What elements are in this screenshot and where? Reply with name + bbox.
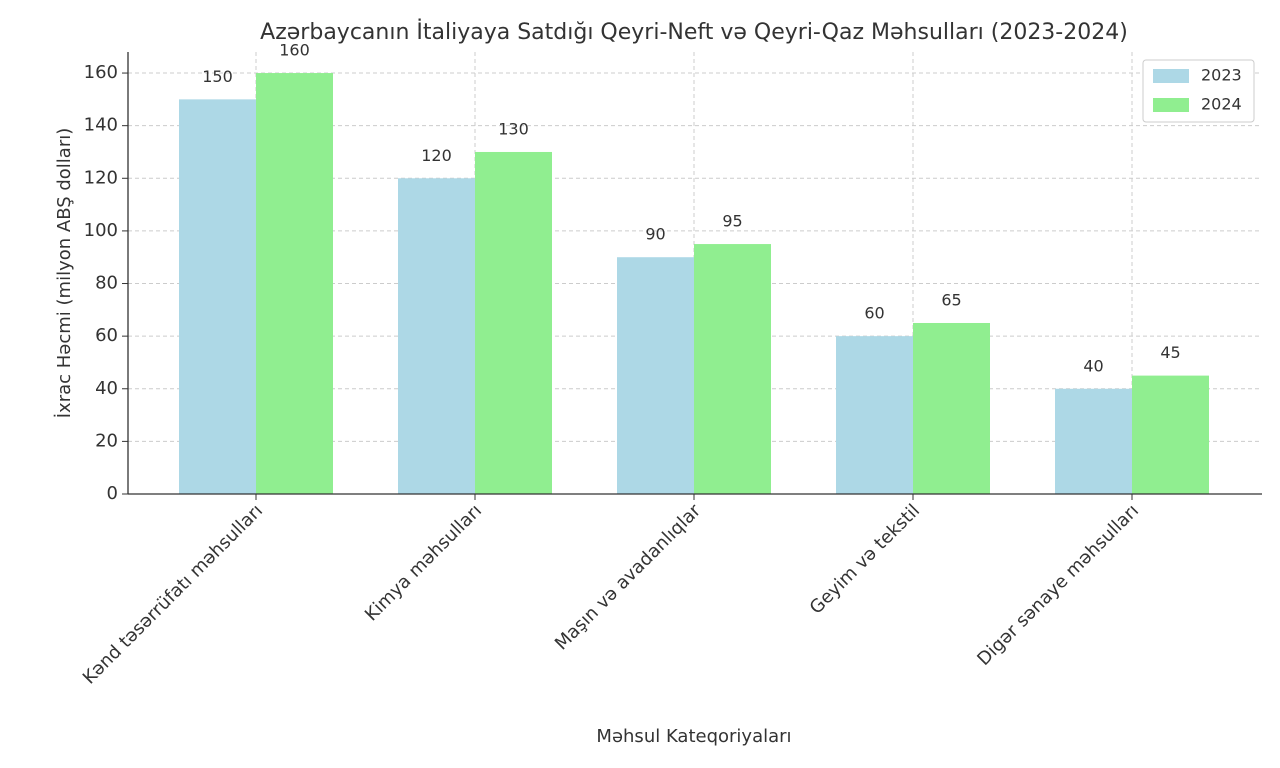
bar	[475, 151, 552, 494]
value-label: 95	[722, 212, 742, 231]
bar	[179, 99, 256, 494]
y-tick-label: 80	[95, 273, 118, 294]
chart-title: Azərbaycanın İtaliyaya Satdığı Qeyri-Nef…	[260, 19, 1128, 45]
value-label: 60	[864, 304, 884, 323]
value-label: 40	[1083, 356, 1103, 375]
bar	[398, 178, 475, 495]
bar	[694, 244, 771, 494]
legend-swatch	[1153, 98, 1189, 112]
y-tick-label: 120	[84, 167, 118, 188]
x-tick-label: Maşın və avadanlıqlar	[551, 500, 706, 655]
value-label: 90	[645, 225, 665, 244]
y-axis-label: İxrac Həcmi (milyon ABŞ dolları)	[54, 128, 75, 419]
bar	[256, 73, 333, 495]
bar	[617, 257, 694, 494]
value-label: 45	[1160, 343, 1180, 362]
y-tick-label: 140	[84, 115, 118, 136]
value-label: 120	[421, 146, 452, 165]
bar	[1055, 388, 1132, 494]
y-tick-label: 0	[107, 483, 118, 504]
x-tick-label: Digər sənaye məhsulları	[973, 500, 1143, 670]
legend-label: 2024	[1201, 95, 1242, 114]
legend-swatch	[1153, 69, 1189, 83]
value-label: 150	[202, 67, 233, 86]
value-label: 160	[279, 41, 310, 60]
y-tick-label: 40	[95, 378, 118, 399]
bar	[1132, 375, 1209, 494]
x-axis-label: Məhsul Kateqoriyaları	[596, 726, 791, 747]
value-label: 65	[941, 290, 961, 309]
y-tick-label: 100	[84, 220, 118, 241]
bar	[836, 336, 913, 494]
x-tick-label: Kənd təsərrüfatı məhsulları	[79, 500, 267, 688]
x-tick-label: Geyim və tekstil	[806, 500, 924, 618]
y-tick-label: 60	[95, 325, 118, 346]
y-tick-label: 20	[95, 430, 118, 451]
x-tick-label: Kimya məhsulları	[361, 500, 486, 625]
legend-label: 2023	[1201, 66, 1242, 85]
value-label: 130	[498, 119, 529, 138]
bar	[913, 322, 990, 494]
y-tick-label: 160	[84, 62, 118, 83]
